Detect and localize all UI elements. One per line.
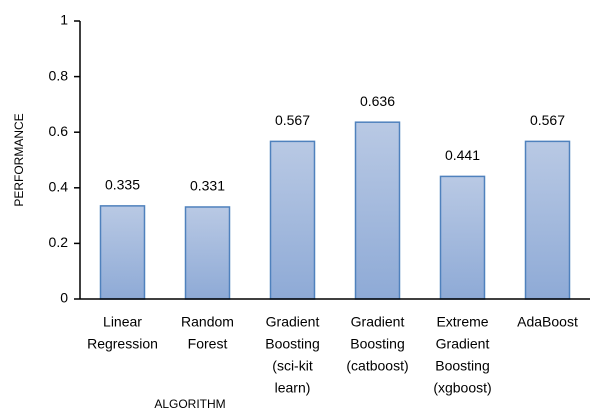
bar bbox=[524, 140, 571, 300]
y-tick-label: 1 bbox=[60, 12, 68, 28]
value-label: 0.441 bbox=[445, 147, 480, 163]
x-tick-label: Gradient bbox=[351, 314, 405, 330]
x-tick-label: Random bbox=[181, 314, 234, 330]
bar bbox=[354, 121, 401, 300]
x-tick-label: AdaBoost bbox=[517, 314, 578, 330]
y-axis-label: PERFORMANCE bbox=[12, 113, 26, 206]
value-label: 0.331 bbox=[190, 178, 225, 194]
x-tick-label: Extreme bbox=[436, 314, 488, 330]
value-label: 0.636 bbox=[360, 93, 395, 109]
bar bbox=[269, 140, 316, 300]
value-label: 0.567 bbox=[275, 112, 310, 128]
y-tick-label: 0.6 bbox=[49, 123, 69, 139]
x-tick-label: learn) bbox=[275, 380, 311, 396]
y-tick-label: 0.4 bbox=[49, 179, 69, 195]
x-tick-label: (catboost) bbox=[346, 358, 408, 374]
x-tick-label: (sci-kit bbox=[272, 358, 313, 374]
y-tick-label: 0.8 bbox=[49, 67, 69, 83]
value-label: 0.567 bbox=[530, 112, 565, 128]
x-tick-label: Boosting bbox=[350, 336, 404, 352]
x-axis-label: ALGORITHM bbox=[154, 397, 225, 411]
bar bbox=[99, 205, 146, 300]
x-tick-label: (xgboost) bbox=[433, 380, 491, 396]
y-tick-label: 0.2 bbox=[49, 234, 69, 250]
x-tick-label: Forest bbox=[188, 336, 228, 352]
bar bbox=[439, 175, 486, 300]
bar bbox=[184, 206, 231, 300]
x-tick-label: Gradient bbox=[266, 314, 320, 330]
x-tick-label: Boosting bbox=[265, 336, 319, 352]
x-tick-label: Linear bbox=[103, 314, 142, 330]
value-label: 0.335 bbox=[105, 177, 140, 193]
y-tick-label: 0 bbox=[60, 290, 68, 306]
x-tick-label: Regression bbox=[87, 336, 158, 352]
x-tick-label: Gradient bbox=[436, 336, 490, 352]
x-tick-label: Boosting bbox=[435, 358, 489, 374]
